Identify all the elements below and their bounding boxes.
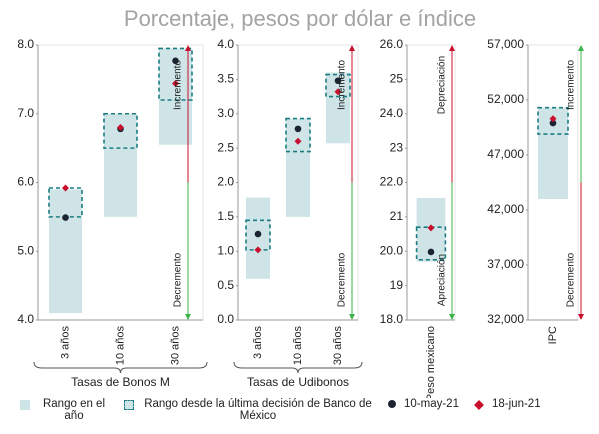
legend: Rango en el año Rango desde la última dec…	[20, 398, 595, 422]
jun-point	[117, 124, 124, 131]
chart-title: Porcentaje, pesos por dólar e índice	[124, 6, 476, 31]
y-tick-label: 20.0	[380, 243, 404, 257]
may-point	[549, 119, 557, 127]
range-bar	[49, 189, 82, 314]
y-tick-label: 25	[390, 72, 404, 86]
y-tick-label: 18.0	[380, 312, 404, 326]
arrow-head	[349, 45, 355, 51]
group-label: Tasas de Bonos M	[71, 375, 170, 389]
arrow-head	[349, 314, 355, 320]
x-tick-label: Peso mexicano	[425, 326, 437, 398]
x-tick-label: IPC	[547, 326, 559, 344]
recent-range-box	[103, 112, 138, 149]
y-tick-label: 0.5	[217, 278, 234, 292]
legend-label: Rango en el año	[42, 398, 106, 422]
may-point	[172, 57, 179, 65]
y-tick-label: 2.0	[217, 175, 234, 189]
jun-point	[62, 184, 69, 192]
y-tick-label: 5.0	[17, 243, 34, 257]
arrow-label: Incremento	[173, 60, 184, 110]
y-tick-label: 1.5	[217, 209, 234, 223]
x-tick-label: 3 años	[59, 326, 71, 360]
arrow-head	[449, 45, 455, 51]
legend-label: 18-jun-21	[492, 398, 541, 410]
y-tick-label: 21	[390, 209, 404, 223]
plot-frame	[406, 44, 456, 321]
y-tick-label: 4.0	[217, 37, 234, 51]
jun-point	[334, 88, 342, 96]
legend-item: 10-may-21	[388, 398, 460, 410]
y-tick-label: 26.0	[380, 37, 404, 51]
may-point	[427, 248, 435, 256]
y-tick-label: 3.5	[217, 72, 234, 86]
legend-label: Rango desde la última decisión de Banco …	[144, 398, 372, 422]
arrow-head	[578, 45, 584, 51]
jun-point	[549, 115, 557, 123]
legend-item: 18-jun-21	[474, 398, 544, 410]
y-tick-label: 0.0	[217, 312, 234, 326]
y-tick-label: 4.0	[17, 312, 34, 326]
legend-swatch	[474, 400, 484, 410]
y-tick-label: 2.5	[217, 140, 234, 154]
arrow-label: Decremento	[337, 252, 348, 307]
arrow-head	[578, 314, 584, 320]
x-tick-label: 10 años	[114, 326, 126, 366]
arrow-label: Incremento	[566, 60, 577, 110]
y-tick-label: 6.0	[17, 175, 34, 189]
may-point	[62, 214, 69, 221]
jun-point	[294, 137, 302, 145]
group-brace	[233, 361, 363, 374]
y-tick-label: 52,000	[487, 92, 524, 106]
chart: Porcentaje, pesos por dólar e índice 4.0…	[17, 6, 584, 401]
y-tick-label: 3.0	[217, 106, 234, 120]
arrow-label: Decremento	[173, 252, 184, 307]
x-tick-label: 3 años	[252, 326, 264, 360]
x-tick-label: 10 años	[292, 326, 304, 366]
legend-swatch	[388, 400, 396, 408]
may-point	[254, 230, 262, 238]
recent-range-box	[158, 47, 193, 101]
jun-point	[427, 224, 435, 232]
legend-item: Rango en el año	[20, 398, 110, 422]
may-point	[334, 77, 342, 85]
x-tick-label: 30 años	[332, 326, 344, 366]
arrow-label: Apreciación	[437, 254, 448, 306]
group-brace	[33, 361, 208, 374]
arrow-head	[185, 45, 191, 51]
arrow-head	[449, 314, 455, 320]
y-tick-label: 57,000	[487, 37, 524, 51]
legend-item: Rango desde la última decisión de Banco …	[124, 398, 374, 422]
legend-label: 10-may-21	[404, 398, 459, 410]
range-bar	[159, 48, 192, 145]
y-tick-label: 22.0	[380, 175, 404, 189]
arrow-label: Decremento	[566, 252, 577, 307]
range-bar	[326, 72, 350, 144]
y-tick-label: 7.0	[17, 106, 34, 120]
y-tick-label: 42,000	[487, 202, 524, 216]
y-tick-label: 23	[390, 140, 404, 154]
recent-range-box	[325, 73, 351, 98]
range-bar	[246, 197, 270, 279]
y-tick-label: 24.0	[380, 106, 404, 120]
arrow-label: Depreciación	[437, 56, 448, 114]
y-tick-label: 47,000	[487, 147, 524, 161]
jun-point	[254, 246, 262, 254]
group-label: Tasas de Udibonos	[247, 375, 349, 389]
range-bar	[286, 118, 310, 217]
legend-swatch	[20, 400, 30, 410]
legend-swatch	[124, 400, 134, 410]
y-tick-label: 32,000	[487, 312, 524, 326]
jun-point	[172, 80, 179, 87]
x-tick-label: 30 años	[169, 326, 181, 366]
y-tick-label: 1.0	[217, 243, 234, 257]
y-tick-label: 37,000	[487, 257, 524, 271]
may-point	[294, 125, 302, 133]
arrow-label: Incremento	[337, 60, 348, 110]
y-tick-label: 19	[390, 278, 404, 292]
recent-range-box	[537, 106, 569, 135]
arrow-head	[185, 314, 191, 320]
y-tick-label: 8.0	[17, 37, 34, 51]
